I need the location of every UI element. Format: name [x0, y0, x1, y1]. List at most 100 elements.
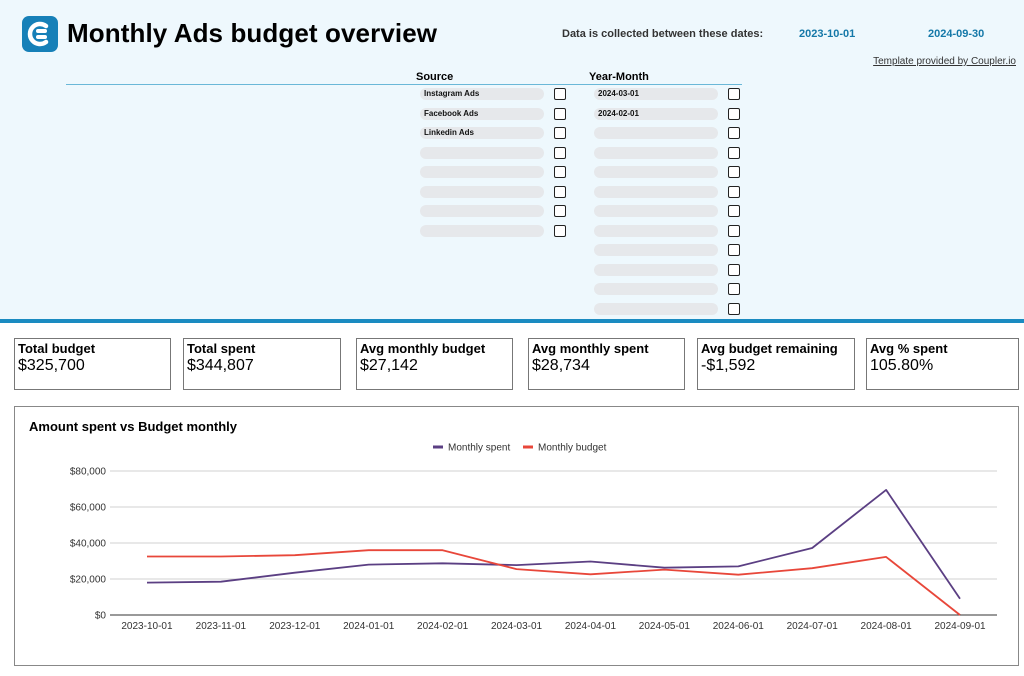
year_month-filter-checkbox[interactable] — [728, 146, 740, 159]
year_month-filter-row[interactable]: 2024-02-01 — [594, 107, 744, 128]
source-filter-option[interactable] — [420, 224, 544, 237]
year_month-filter-checkbox[interactable] — [728, 263, 740, 276]
source-filter-list: Instagram Ads Facebook Ads Linkedin Ads — [420, 88, 570, 244]
chart-title: Amount spent vs Budget monthly — [29, 419, 237, 434]
line-chart: $0 $20,000 $40,000 $60,000 $80,000 2023-10-01… — [70, 443, 997, 632]
year_month-filter-checkbox[interactable] — [728, 224, 740, 237]
year-month-filter-header: Year-Month — [589, 71, 649, 83]
year_month-filter-option[interactable] — [594, 185, 718, 198]
year_month-filter-checkbox[interactable] — [728, 127, 740, 139]
source-filter-option[interactable]: Facebook Ads — [420, 107, 544, 120]
year_month-filter-checkbox[interactable] — [728, 107, 740, 120]
source-filter-option[interactable] — [420, 205, 544, 217]
kpi-value: $27,142 — [360, 357, 418, 374]
source-filter-checkbox[interactable] — [554, 185, 566, 198]
year_month-filter-option[interactable] — [594, 127, 718, 139]
start-date[interactable]: 2023-10-01 — [799, 28, 856, 40]
y-tick-label: $80,000 — [70, 467, 107, 478]
kpi-value: -$1,592 — [701, 357, 756, 374]
source-filter-option[interactable]: Linkedin Ads — [420, 127, 544, 139]
source-filter-checkbox[interactable] — [554, 224, 566, 237]
source-filter-option[interactable]: Instagram Ads — [420, 88, 544, 100]
kpi-avg-budget-remaining: Avg budget remaining -$1,592 — [697, 338, 855, 390]
year_month-filter-option[interactable] — [594, 302, 718, 315]
year-month-filter-list: 2024-03-01 2024-02-01 — [594, 88, 744, 322]
year_month-filter-checkbox[interactable] — [728, 88, 740, 100]
source-filter-row[interactable] — [420, 146, 570, 167]
source-filter-row[interactable] — [420, 205, 570, 225]
source-filter-option[interactable] — [420, 146, 544, 159]
year_month-filter-row[interactable] — [594, 283, 744, 303]
source-filter-checkbox[interactable] — [554, 205, 566, 217]
source-filter-option[interactable] — [420, 185, 544, 198]
source-filter-checkbox[interactable] — [554, 166, 566, 178]
x-tick-label: 2024-08-01 — [861, 621, 913, 632]
kpi-label: Avg monthly spent — [532, 341, 649, 356]
year_month-filter-row[interactable] — [594, 127, 744, 147]
filter-panel — [0, 0, 1024, 320]
x-tick-label: 2024-03-01 — [491, 621, 543, 632]
kpi-avg-percent-spent: Avg % spent 105.80% — [866, 338, 1019, 390]
year_month-filter-option[interactable] — [594, 283, 718, 295]
x-tick-label: 2024-07-01 — [787, 621, 839, 632]
year_month-filter-checkbox[interactable] — [728, 166, 740, 178]
source-filter-option[interactable] — [420, 166, 544, 178]
year_month-filter-row[interactable] — [594, 205, 744, 225]
date-range-label: Data is collected between these dates: — [562, 28, 764, 40]
year_month-filter-checkbox[interactable] — [728, 185, 740, 198]
source-filter-row[interactable] — [420, 166, 570, 186]
source-filter-row[interactable]: Instagram Ads — [420, 88, 570, 108]
year_month-filter-option[interactable] — [594, 263, 718, 276]
year_month-filter-checkbox[interactable] — [728, 302, 740, 315]
year_month-filter-option[interactable] — [594, 166, 718, 178]
year_month-filter-option[interactable]: 2024-02-01 — [594, 107, 718, 120]
y-tick-label: $60,000 — [70, 503, 107, 514]
series-line-monthly-budget — [147, 549, 961, 616]
year_month-filter-row[interactable] — [594, 302, 744, 323]
template-link[interactable]: Template provided by Coupler.io — [873, 56, 1016, 67]
year_month-filter-row[interactable]: 2024-03-01 — [594, 88, 744, 108]
y-tick-label: $40,000 — [70, 539, 107, 550]
kpi-total-spent: Total spent $344,807 — [183, 338, 341, 390]
kpi-value: $325,700 — [18, 357, 85, 374]
page-title: Monthly Ads budget overview — [67, 18, 438, 48]
kpi-label: Avg budget remaining — [701, 341, 838, 356]
x-tick-label: 2024-06-01 — [713, 621, 765, 632]
x-tick-label: 2023-12-01 — [269, 621, 321, 632]
year_month-filter-row[interactable] — [594, 166, 744, 186]
filter-divider — [66, 84, 742, 85]
source-filter-checkbox[interactable] — [554, 107, 566, 120]
legend-label: Monthly budget — [538, 443, 607, 454]
year_month-filter-option[interactable] — [594, 146, 718, 159]
coupler-logo-icon — [22, 16, 58, 52]
end-date[interactable]: 2024-09-30 — [928, 28, 985, 40]
kpi-value: $344,807 — [187, 357, 254, 374]
year_month-filter-row[interactable] — [594, 244, 744, 264]
year_month-filter-option[interactable] — [594, 205, 718, 217]
source-filter-row[interactable]: Linkedin Ads — [420, 127, 570, 147]
source-filter-row[interactable] — [420, 224, 570, 245]
kpi-value: $28,734 — [532, 357, 590, 374]
year_month-filter-option[interactable] — [594, 244, 718, 256]
y-tick-label: $0 — [95, 611, 107, 622]
year_month-filter-checkbox[interactable] — [728, 283, 740, 295]
series-line-monthly-spent — [146, 489, 961, 600]
year_month-filter-checkbox[interactable] — [728, 205, 740, 217]
year_month-filter-row[interactable] — [594, 146, 744, 167]
source-filter-row[interactable]: Facebook Ads — [420, 107, 570, 128]
header-divider — [0, 319, 1024, 323]
year_month-filter-row[interactable] — [594, 263, 744, 284]
kpi-label: Avg % spent — [870, 341, 948, 356]
source-filter-row[interactable] — [420, 185, 570, 206]
year_month-filter-option[interactable]: 2024-03-01 — [594, 88, 718, 100]
kpi-label: Avg monthly budget — [360, 341, 486, 356]
year_month-filter-option[interactable] — [594, 224, 718, 237]
legend-label: Monthly spent — [448, 443, 510, 454]
year_month-filter-checkbox[interactable] — [728, 244, 740, 256]
year_month-filter-row[interactable] — [594, 185, 744, 206]
source-filter-checkbox[interactable] — [554, 88, 566, 100]
source-filter-checkbox[interactable] — [554, 146, 566, 159]
x-tick-label: 2024-04-01 — [565, 621, 617, 632]
source-filter-checkbox[interactable] — [554, 127, 566, 139]
year_month-filter-row[interactable] — [594, 224, 744, 245]
